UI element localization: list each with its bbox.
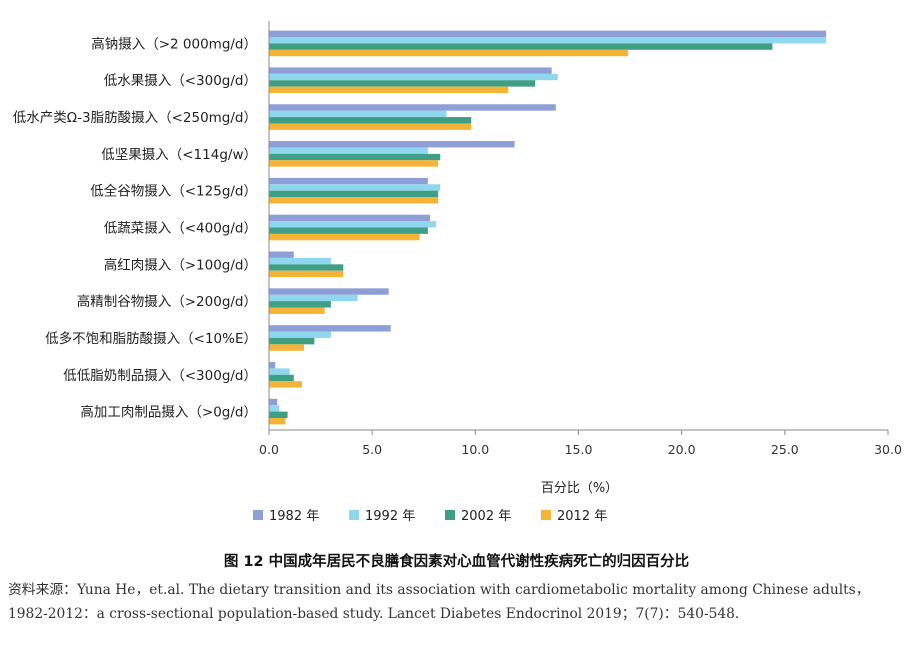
x-tick-label: 25.0 [771, 442, 799, 457]
bar [269, 368, 290, 375]
source-citation: 资料来源：Yuna He，et.al. The dietary transiti… [8, 582, 870, 622]
bar [269, 104, 556, 111]
bar [269, 411, 288, 418]
bar [269, 73, 558, 81]
bar [269, 30, 827, 38]
category-label: 低多不饱和脂肪酸摄入（<10%E） [45, 330, 257, 347]
bar [269, 251, 294, 258]
bar [269, 197, 439, 204]
category-label: 高钠摄入（>2 000mg/d） [91, 35, 257, 52]
x-tick-label: 10.0 [461, 442, 489, 457]
bar [269, 184, 441, 191]
category-label: 高精制谷物摄入（>200g/d） [77, 293, 257, 310]
bar [269, 147, 428, 154]
x-tick-label: 5.0 [362, 442, 382, 457]
bar [269, 264, 344, 271]
bar [269, 221, 437, 228]
bar [269, 398, 278, 406]
bar [269, 177, 428, 185]
bar [269, 374, 294, 382]
x-tick-label: 20.0 [668, 442, 696, 457]
legend-swatch [253, 510, 263, 520]
category-label: 低坚果摄入（<114g/w） [101, 147, 257, 163]
bar [269, 86, 509, 94]
bar [269, 325, 391, 332]
bar [269, 153, 441, 161]
category-label: 低水果摄入（<300g/d） [104, 73, 257, 89]
chart: 高钠摄入（>2 000mg/d） 低水果摄入（<300g/d） 低水产类Ω-3脂肪酸… [13, 21, 902, 524]
bar [269, 49, 629, 57]
legend-swatch [349, 510, 359, 520]
bar [269, 214, 430, 222]
bar [269, 233, 420, 241]
category-label: 低全谷物摄入（<125g/d） [90, 183, 257, 200]
legend-swatch [541, 510, 551, 520]
bar [269, 110, 447, 118]
bar [269, 160, 439, 167]
bar [269, 227, 428, 234]
category-label: 低蔬菜摄入（<400g/d） [104, 221, 257, 237]
bar [269, 405, 280, 412]
bar [269, 337, 315, 345]
category-label: 低水产类Ω-3脂肪酸摄入（<250mg/d） [13, 110, 257, 126]
bar [269, 257, 331, 265]
bar [269, 381, 303, 388]
figure-caption: 图 12 中国成年居民不良膳食因素对心血管代谢性疾病死亡的归因百分比 [223, 554, 690, 570]
bar [269, 80, 536, 87]
x-tick-label: 30.0 [874, 442, 902, 457]
category-label: 高红肉摄入（>100g/d） [104, 256, 257, 273]
bar [269, 270, 344, 278]
bar [269, 123, 472, 130]
legend-swatch [445, 510, 455, 520]
bar [269, 37, 827, 44]
x-axis-title: 百分比（%） [541, 481, 618, 496]
legend-entry: 1992 年 [365, 509, 415, 524]
legend-entry: 2012 年 [557, 509, 607, 524]
x-tick-label: 15.0 [565, 442, 593, 457]
legend-entry: 2002 年 [461, 509, 511, 524]
bar [269, 331, 331, 338]
bar [269, 67, 552, 74]
bar [269, 344, 305, 351]
bar [269, 117, 472, 124]
x-tick-label: 0.0 [259, 442, 279, 457]
category-label: 低低脂奶制品摄入（<300g/d） [63, 368, 257, 384]
bar [269, 301, 331, 308]
bar [269, 417, 286, 425]
bar [269, 141, 515, 148]
bar [269, 361, 276, 369]
bar [269, 307, 325, 314]
bar [269, 288, 389, 295]
category-label: 高加工肉制品摄入（>0g/d） [80, 404, 257, 421]
legend-entry: 1982 年 [269, 509, 319, 524]
bar [269, 294, 358, 302]
bar [269, 43, 773, 50]
bar [269, 190, 439, 198]
